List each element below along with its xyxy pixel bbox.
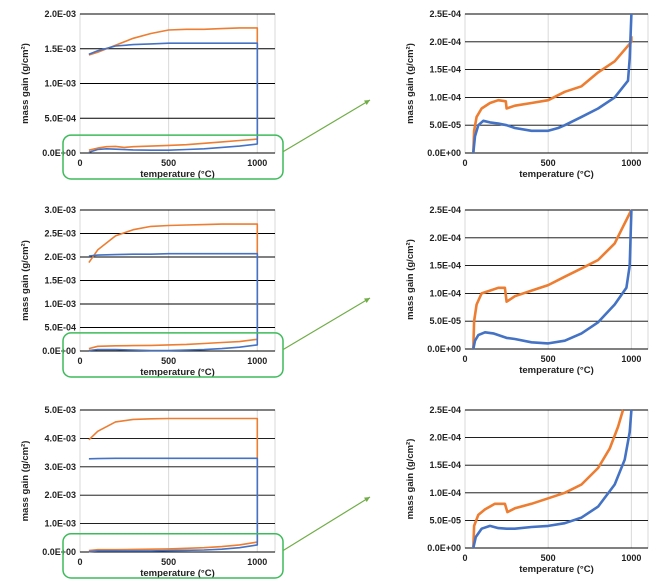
y-tick-label: 2.0E-04 <box>429 233 461 243</box>
y-axis-title: mass gain (g/cm²) <box>20 240 31 321</box>
zoom-arrow-head <box>364 100 370 106</box>
x-axis-title: temperature (°C) <box>140 367 215 378</box>
zoom-arrow <box>282 297 371 351</box>
series-line-orange <box>472 209 633 350</box>
y-tick-label: 4.0E-03 <box>44 433 76 443</box>
chart-row3-zoom: 0.0E+00 5.0E-05 1.0E-04 1.5E-04 2.0E-04 2.5E-… <box>405 405 649 575</box>
x-tick-label: 500 <box>161 557 176 567</box>
y-tick-label: 2.5E-04 <box>429 405 461 415</box>
chart-row1-full: 0.0E+00 5.0E-04 1.0E-03 1.5E-03 2.0E-03 0 500 1… <box>20 9 371 180</box>
x-tick-label: 0 <box>462 354 467 364</box>
y-axis-title: mass gain (g/cm²) <box>20 43 31 124</box>
x-tick-label: 500 <box>161 158 176 168</box>
x-tick-label: 0 <box>462 553 467 563</box>
y-tick-label: 3.0E-03 <box>44 462 76 472</box>
chart-row2-full: 0.0E+00 5.0E-04 1.0E-03 1.5E-03 2.0E-03 2.5E-… <box>20 205 371 378</box>
x-tick-label: 500 <box>541 158 556 168</box>
y-tick-label: 0.0E+00 <box>427 543 461 553</box>
x-axis-title: temperature (°C) <box>140 568 215 579</box>
x-axis-title: temperature (°C) <box>519 365 594 376</box>
y-tick-label: 1.5E-03 <box>44 276 76 286</box>
y-tick-label: 0.0E+00 <box>427 148 461 158</box>
y-axis-title: mass gain (g/cm²) <box>405 239 416 320</box>
chart-row1-zoom: 0.0E+00 5.0E-05 1.0E-04 1.5E-04 2.0E-04 2.5E-… <box>405 9 649 180</box>
y-tick-label: 1.5E-03 <box>44 44 76 54</box>
zoom-callout-box <box>62 533 284 579</box>
y-tick-label: 2.0E-03 <box>44 9 76 19</box>
x-tick-label: 500 <box>161 356 176 366</box>
y-tick-label: 2.5E-03 <box>44 229 76 239</box>
y-tick-label: 2.0E-03 <box>44 490 76 500</box>
y-axis-title: mass gain (g/cm²) <box>405 439 416 520</box>
x-tick-label: 500 <box>541 354 556 364</box>
y-axis-title: mass gain (g/cm²) <box>405 43 416 124</box>
chart-row2-zoom: 0.0E+00 5.0E-05 1.0E-04 1.5E-04 2.0E-04 2.5E-… <box>405 205 649 376</box>
plot-frame <box>79 409 276 553</box>
x-tick-label: 0 <box>462 158 467 168</box>
x-tick-label: 1000 <box>621 553 641 563</box>
series-line-orange <box>88 223 259 350</box>
x-tick-label: 1000 <box>247 557 267 567</box>
y-tick-label: 1.0E-04 <box>429 92 461 102</box>
plot-frame <box>464 13 649 154</box>
series-line-orange <box>472 36 633 154</box>
y-tick-label: 0.0E+00 <box>42 547 76 557</box>
y-tick-label: 2.5E-04 <box>429 205 461 215</box>
y-tick-label: 2.0E-04 <box>429 433 461 443</box>
x-tick-label: 500 <box>541 553 556 563</box>
series-line-blue <box>472 209 633 350</box>
x-axis-title: temperature (°C) <box>140 169 215 180</box>
y-tick-label: 5.0E-04 <box>44 113 76 123</box>
y-tick-label: 0.0E+00 <box>42 148 76 158</box>
x-tick-label: 1000 <box>621 158 641 168</box>
chart-row3-full: 0.0E+00 1.0E-03 2.0E-03 3.0E-03 4.0E-03 5.0E-… <box>20 405 371 579</box>
x-tick-label: 1000 <box>247 356 267 366</box>
series-line-orange <box>88 27 259 151</box>
x-tick-label: 0 <box>77 557 82 567</box>
y-tick-label: 1.5E-04 <box>429 261 461 271</box>
y-tick-label: 1.0E-04 <box>429 488 461 498</box>
zoom-arrow <box>282 99 371 153</box>
y-tick-label: 5.0E-04 <box>44 323 76 333</box>
zoom-arrow-head <box>364 298 370 304</box>
zoom-callout-box <box>62 134 284 180</box>
x-axis-title: temperature (°C) <box>519 169 594 180</box>
x-tick-label: 0 <box>77 356 82 366</box>
series-line-orange <box>472 409 625 549</box>
y-tick-label: 1.0E-03 <box>44 299 76 309</box>
y-tick-label: 1.0E-03 <box>44 519 76 529</box>
y-tick-label: 2.0E-04 <box>429 37 461 47</box>
x-axis-title: temperature (°C) <box>519 564 594 575</box>
y-tick-label: 2.0E-03 <box>44 252 76 262</box>
y-tick-label: 5.0E-05 <box>429 120 461 130</box>
series-line-blue <box>88 42 259 154</box>
y-tick-label: 2.5E-04 <box>429 9 461 19</box>
y-tick-label: 0.0E+00 <box>42 346 76 356</box>
y-tick-label: 5.0E-03 <box>44 405 76 415</box>
y-tick-label: 5.0E-05 <box>429 316 461 326</box>
y-tick-label: 1.5E-04 <box>429 65 461 75</box>
y-tick-label: 0.0E+00 <box>427 344 461 354</box>
y-tick-label: 5.0E-05 <box>429 515 461 525</box>
y-tick-label: 1.0E-04 <box>429 288 461 298</box>
y-axis-title: mass gain (g/cm²) <box>20 441 31 522</box>
y-tick-label: 1.5E-04 <box>429 460 461 470</box>
y-tick-label: 1.0E-03 <box>44 79 76 89</box>
x-tick-label: 0 <box>77 158 82 168</box>
zoom-callout-box <box>62 332 284 378</box>
series-line-blue <box>472 409 633 549</box>
y-tick-label: 3.0E-03 <box>44 205 76 215</box>
series-line-blue <box>88 457 259 553</box>
series-line-blue <box>88 252 259 352</box>
series-line-blue <box>472 13 633 154</box>
x-tick-label: 1000 <box>247 158 267 168</box>
zoom-arrow-head <box>364 497 370 503</box>
zoom-arrow <box>282 496 371 552</box>
x-tick-label: 1000 <box>621 354 641 364</box>
